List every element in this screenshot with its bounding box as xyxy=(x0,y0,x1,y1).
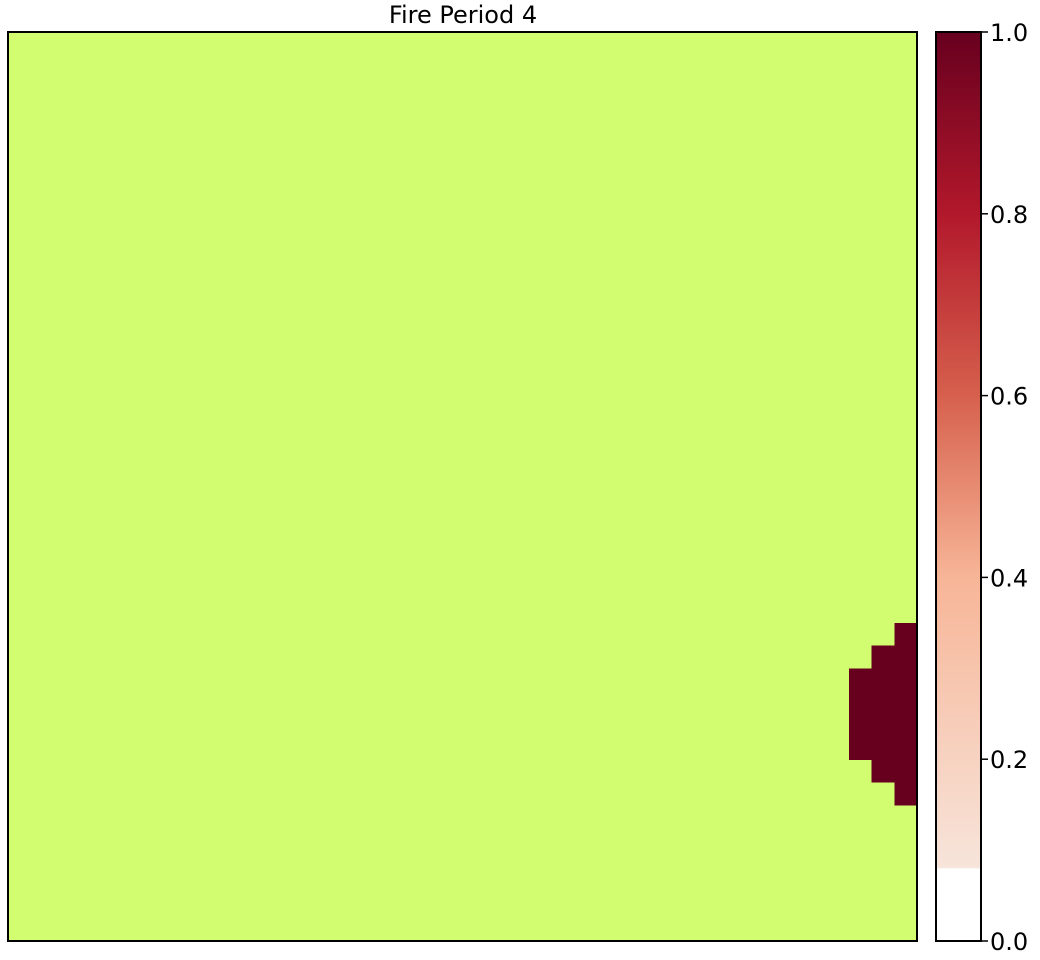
colorbar-gradient xyxy=(936,32,981,941)
burned-cell xyxy=(894,645,918,669)
plot-frame xyxy=(7,31,918,942)
burned-cell xyxy=(871,691,895,715)
colorbar-frame xyxy=(935,31,982,942)
burned-cell xyxy=(894,668,918,692)
colorbar: 0.0 0.2 0.4 0.6 0.8 1.0 xyxy=(935,19,1028,956)
colorbar-tick-label: 0.8 xyxy=(990,201,1028,229)
colorbar-tick-label: 0.4 xyxy=(990,564,1028,592)
burned-cell xyxy=(894,713,918,738)
burned-cell xyxy=(871,713,895,738)
colorbar-tick-label: 0.2 xyxy=(990,746,1028,774)
burned-cell xyxy=(871,736,895,760)
burned-cell xyxy=(848,668,873,692)
burned-cell xyxy=(848,736,873,760)
colorbar-tick-label: 1.0 xyxy=(990,19,1028,47)
burned-cell xyxy=(871,645,895,669)
heatmap-plot xyxy=(7,31,918,942)
burned-cell xyxy=(894,736,918,760)
burned-cell xyxy=(894,691,918,715)
burned-cell xyxy=(871,668,895,692)
burned-cell xyxy=(894,759,918,783)
burned-cell xyxy=(871,759,895,783)
colorbar-tick-label: 0.6 xyxy=(990,383,1028,411)
heatmap-background xyxy=(8,32,917,941)
colorbar-tick-label: 0.0 xyxy=(990,928,1028,956)
burned-cell xyxy=(848,713,873,738)
chart-title: Fire Period 4 xyxy=(388,1,538,29)
burned-cell xyxy=(894,622,918,647)
burned-cell xyxy=(848,691,873,715)
burned-cell xyxy=(894,781,918,806)
